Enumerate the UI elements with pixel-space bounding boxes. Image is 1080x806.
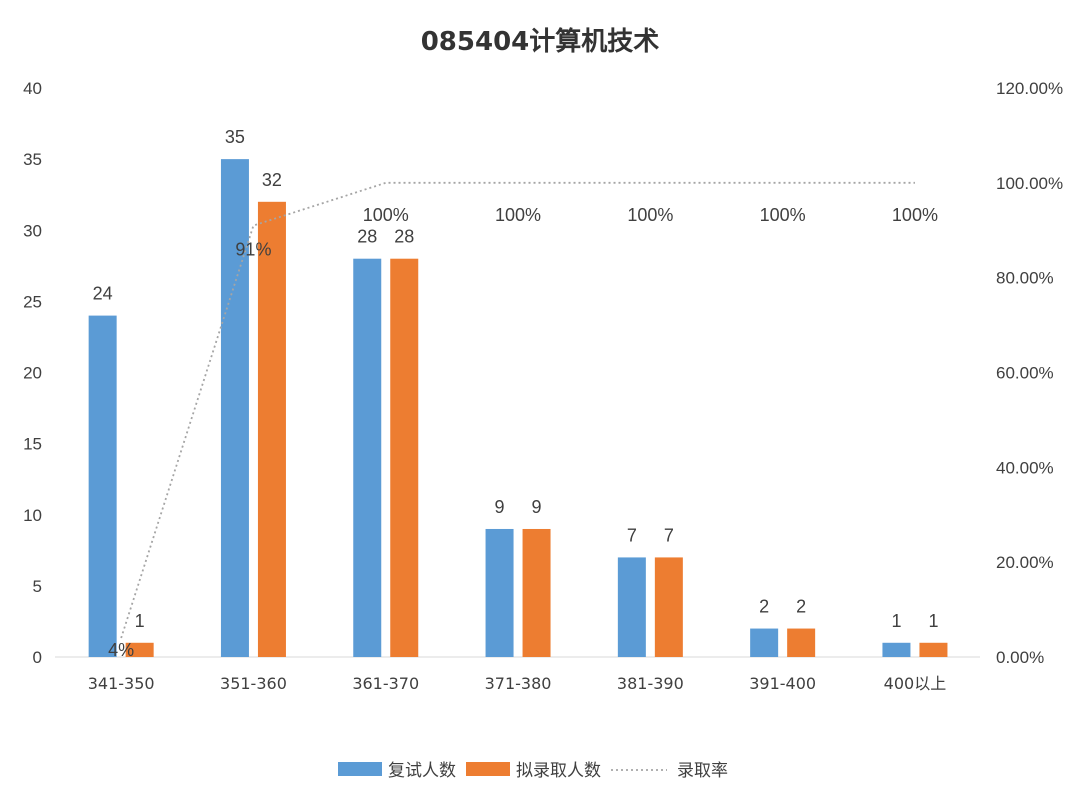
bar-value-label: 7: [664, 525, 674, 545]
right-axis-tick-label: 60.00%: [996, 364, 1054, 383]
rate-value-label: 100%: [627, 205, 673, 225]
right-y-axis: 0.00% 20.00% 40.00% 60.00% 80.00% 100.00% 120.…: [996, 79, 1063, 667]
legend-label: 拟录取人数: [516, 761, 601, 781]
x-axis-category-label: 351-360: [220, 674, 287, 693]
left-axis-tick-label: 35: [23, 150, 42, 169]
right-axis-tick-label: 40.00%: [996, 458, 1054, 477]
bar-retest: [750, 628, 779, 657]
chart-title: 085404计算机技术: [421, 26, 660, 57]
bars-group: [88, 159, 948, 658]
legend-label: 复试人数: [388, 761, 456, 781]
bar-value-label: 2: [759, 597, 769, 617]
rate-value-label: 100%: [892, 205, 938, 225]
bar-retest: [220, 159, 249, 657]
bar-value-label: 9: [532, 497, 542, 517]
bar-retest: [485, 528, 514, 657]
left-y-axis: 0 5 10 15 20 25 30 35 40: [23, 79, 42, 667]
left-axis-tick-label: 15: [23, 435, 42, 454]
bar-value-label: 35: [225, 127, 245, 147]
bar-value-label: 7: [627, 525, 637, 545]
right-axis-tick-label: 80.00%: [996, 269, 1054, 288]
bar-value-label: 2: [796, 597, 806, 617]
right-axis-tick-label: 20.00%: [996, 553, 1054, 572]
x-axis-category-label: 391-400: [749, 674, 816, 693]
x-axis-category-label: 371-380: [485, 674, 552, 693]
rate-value-label: 91%: [235, 240, 271, 260]
bar-admitted: [919, 642, 948, 657]
legend-label: 录取率: [677, 761, 728, 781]
bar-admitted: [125, 642, 154, 657]
left-axis-tick-label: 20: [23, 364, 42, 383]
bar-value-label: 32: [262, 170, 282, 190]
bar-labels-group: 24 1 35 32 28 28 9 9 7 7 2 2 1 1: [93, 127, 939, 631]
left-axis-tick-label: 5: [33, 577, 42, 596]
bar-admitted: [390, 258, 419, 657]
bar-value-label: 9: [495, 497, 505, 517]
legend-swatch: [338, 762, 382, 776]
bar-admitted: [787, 628, 816, 657]
bar-admitted: [654, 557, 683, 657]
bar-admitted: [522, 528, 551, 657]
bar-retest: [882, 642, 911, 657]
bar-admitted: [257, 201, 286, 658]
x-axis-categories: 341-350 351-360 361-370 371-380 381-390 391-4…: [88, 674, 947, 693]
left-axis-tick-label: 10: [23, 506, 42, 525]
x-axis-category-label: 381-390: [617, 674, 684, 693]
rate-value-label: 100%: [363, 205, 409, 225]
bar-retest: [353, 258, 382, 657]
bar-retest: [617, 557, 646, 657]
bar-value-label: 1: [891, 611, 901, 631]
x-axis-category-label: 400以上: [884, 674, 947, 693]
rate-value-label: 100%: [760, 205, 806, 225]
legend-swatch: [466, 762, 510, 776]
left-axis-tick-label: 25: [23, 292, 42, 311]
left-axis-tick-label: 0: [33, 648, 42, 667]
left-axis-tick-label: 30: [23, 221, 42, 240]
bar-retest: [88, 315, 117, 657]
right-axis-tick-label: 120.00%: [996, 79, 1063, 98]
rate-value-label: 100%: [495, 205, 541, 225]
x-axis-category-label: 361-370: [352, 674, 419, 693]
bar-value-label: 28: [394, 227, 414, 247]
x-axis-category-label: 341-350: [88, 674, 155, 693]
rate-labels-group: 4% 91% 100% 100% 100% 100% 100%: [108, 205, 938, 660]
right-axis-tick-label: 100.00%: [996, 174, 1063, 193]
rate-value-label: 4%: [108, 640, 134, 660]
bar-value-label: 24: [93, 284, 113, 304]
bar-value-label: 1: [928, 611, 938, 631]
bar-value-label: 1: [135, 611, 145, 631]
bar-value-label: 28: [357, 227, 377, 247]
right-axis-tick-label: 0.00%: [996, 648, 1044, 667]
left-axis-tick-label: 40: [23, 79, 42, 98]
legend: 复试人数 拟录取人数 录取率: [338, 761, 728, 781]
